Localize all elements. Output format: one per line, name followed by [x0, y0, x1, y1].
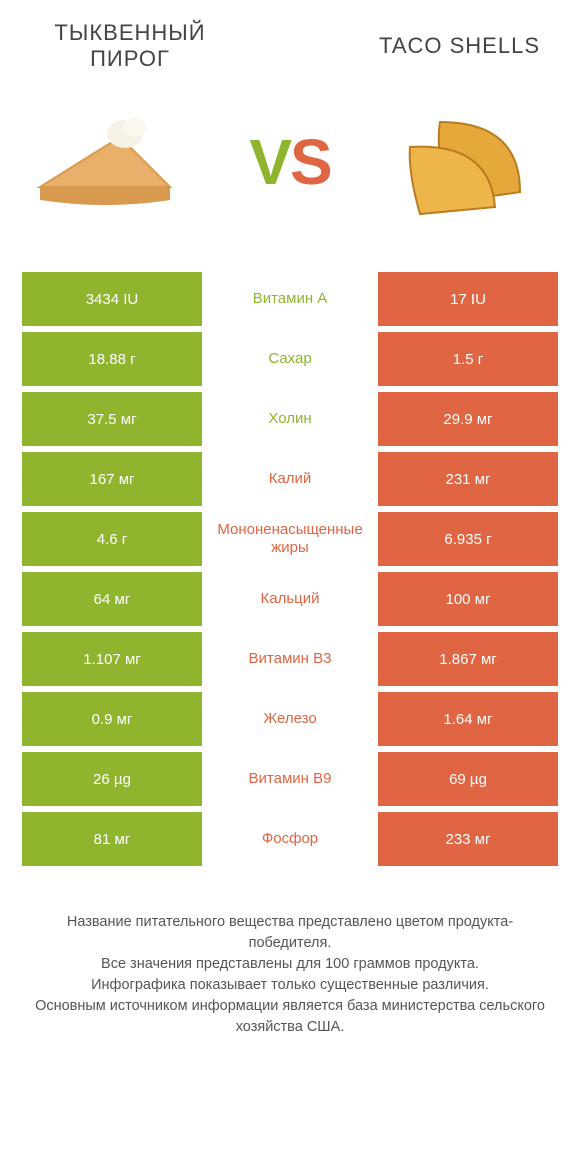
value-right: 69 µg	[378, 752, 558, 806]
value-left: 37.5 мг	[22, 392, 202, 446]
nutrient-label: Кальций	[202, 572, 378, 626]
value-right: 1.64 мг	[378, 692, 558, 746]
vs-s: S	[290, 125, 331, 199]
table-row: 0.9 мгЖелезо1.64 мг	[22, 692, 558, 746]
header: ТЫКВЕННЫЙ ПИРОГ TACO SHELLS	[0, 0, 580, 72]
footer-line: Название питательного вещества представл…	[30, 912, 550, 954]
nutrient-label: Витамин B3	[202, 632, 378, 686]
images-row: VS	[0, 72, 580, 272]
value-left: 0.9 мг	[22, 692, 202, 746]
value-left: 4.6 г	[22, 512, 202, 566]
footer-notes: Название питательного вещества представл…	[0, 872, 580, 1038]
vs-label: VS	[249, 125, 330, 199]
nutrient-label: Мононенасыщенные жиры	[202, 512, 378, 566]
table-row: 3434 IUВитамин A17 IU	[22, 272, 558, 326]
table-row: 1.107 мгВитамин B31.867 мг	[22, 632, 558, 686]
value-left: 1.107 мг	[22, 632, 202, 686]
nutrient-label: Фосфор	[202, 812, 378, 866]
title-right: TACO SHELLS	[379, 33, 540, 59]
nutrient-label: Витамин A	[202, 272, 378, 326]
value-left: 81 мг	[22, 812, 202, 866]
pumpkin-pie-icon	[30, 92, 200, 232]
table-row: 4.6 гМононенасыщенные жиры6.935 г	[22, 512, 558, 566]
value-right: 17 IU	[378, 272, 558, 326]
vs-v: V	[249, 125, 290, 199]
value-right: 231 мг	[378, 452, 558, 506]
nutrient-label: Сахар	[202, 332, 378, 386]
table-row: 81 мгФосфор233 мг	[22, 812, 558, 866]
comparison-table: 3434 IUВитамин A17 IU 18.88 гСахар1.5 г 37…	[0, 272, 580, 866]
value-right: 100 мг	[378, 572, 558, 626]
value-left: 26 µg	[22, 752, 202, 806]
title-left: ТЫКВЕННЫЙ ПИРОГ	[40, 20, 220, 72]
value-left: 18.88 г	[22, 332, 202, 386]
value-right: 29.9 мг	[378, 392, 558, 446]
footer-line: Инфографика показывает только существенн…	[30, 975, 550, 996]
nutrient-label: Калий	[202, 452, 378, 506]
nutrient-label: Витамин B9	[202, 752, 378, 806]
table-row: 37.5 мгХолин29.9 мг	[22, 392, 558, 446]
nutrient-label: Железо	[202, 692, 378, 746]
value-right: 6.935 г	[378, 512, 558, 566]
table-row: 167 мгКалий231 мг	[22, 452, 558, 506]
table-row: 26 µgВитамин B969 µg	[22, 752, 558, 806]
value-left: 64 мг	[22, 572, 202, 626]
footer-line: Все значения представлены для 100 граммо…	[30, 954, 550, 975]
nutrient-label: Холин	[202, 392, 378, 446]
value-right: 1.867 мг	[378, 632, 558, 686]
footer-line: Основным источником информации является …	[30, 996, 550, 1038]
table-row: 18.88 гСахар1.5 г	[22, 332, 558, 386]
value-left: 3434 IU	[22, 272, 202, 326]
value-right: 233 мг	[378, 812, 558, 866]
table-row: 64 мгКальций100 мг	[22, 572, 558, 626]
taco-shells-icon	[380, 92, 550, 232]
value-right: 1.5 г	[378, 332, 558, 386]
value-left: 167 мг	[22, 452, 202, 506]
